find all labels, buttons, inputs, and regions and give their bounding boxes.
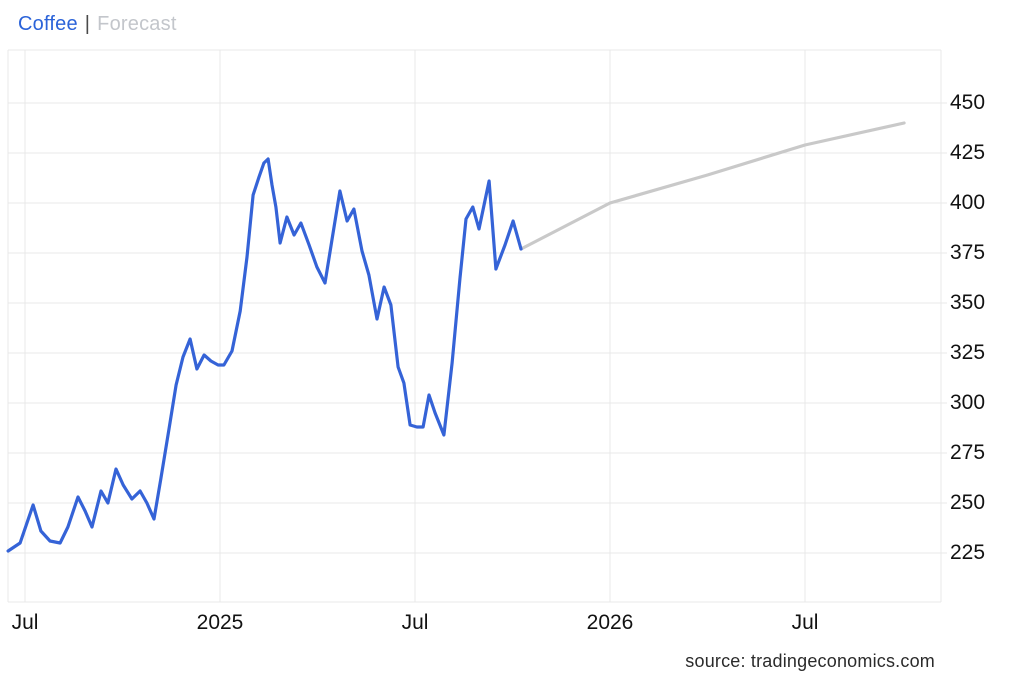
legend-separator: |: [84, 13, 91, 35]
x-axis-label: 2026: [586, 611, 634, 634]
y-axis-label: 325: [950, 341, 986, 364]
y-axis-label: 225: [950, 541, 986, 564]
y-axis-label: 375: [950, 241, 986, 264]
y-axis-label: 350: [950, 291, 986, 314]
x-axis-label: Jul: [401, 611, 429, 634]
history-line: [6, 157, 523, 553]
series-toggle-coffee[interactable]: Coffee: [18, 13, 78, 35]
x-axis-label: 2025: [196, 611, 244, 634]
y-axis-label: 300: [950, 391, 986, 414]
y-axis-label: 250: [950, 491, 986, 514]
source-link[interactable]: source: tradingeconomics.com: [685, 651, 935, 671]
y-axis-label: 450: [950, 91, 986, 114]
series-toggle-forecast[interactable]: Forecast: [97, 13, 177, 35]
y-axis-label: 425: [950, 141, 986, 164]
chart-legend: Coffee | Forecast: [18, 13, 177, 36]
y-axis-label: 275: [950, 441, 986, 464]
x-axis-label: Jul: [791, 611, 819, 634]
y-axis-label: 400: [950, 191, 986, 214]
gridlines: [7, 49, 947, 603]
x-axis-label: Jul: [11, 611, 39, 634]
forecast-line: [519, 121, 906, 251]
